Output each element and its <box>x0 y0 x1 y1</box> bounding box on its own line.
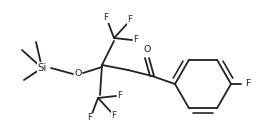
Text: F: F <box>133 36 139 45</box>
Text: F: F <box>127 16 133 24</box>
Text: F: F <box>117 92 123 100</box>
Text: F: F <box>87 114 93 122</box>
Text: O: O <box>74 70 82 78</box>
Text: O: O <box>143 45 151 55</box>
Text: F: F <box>245 80 251 89</box>
Text: Si: Si <box>37 63 47 73</box>
Text: F: F <box>112 112 116 121</box>
Text: F: F <box>104 14 108 23</box>
